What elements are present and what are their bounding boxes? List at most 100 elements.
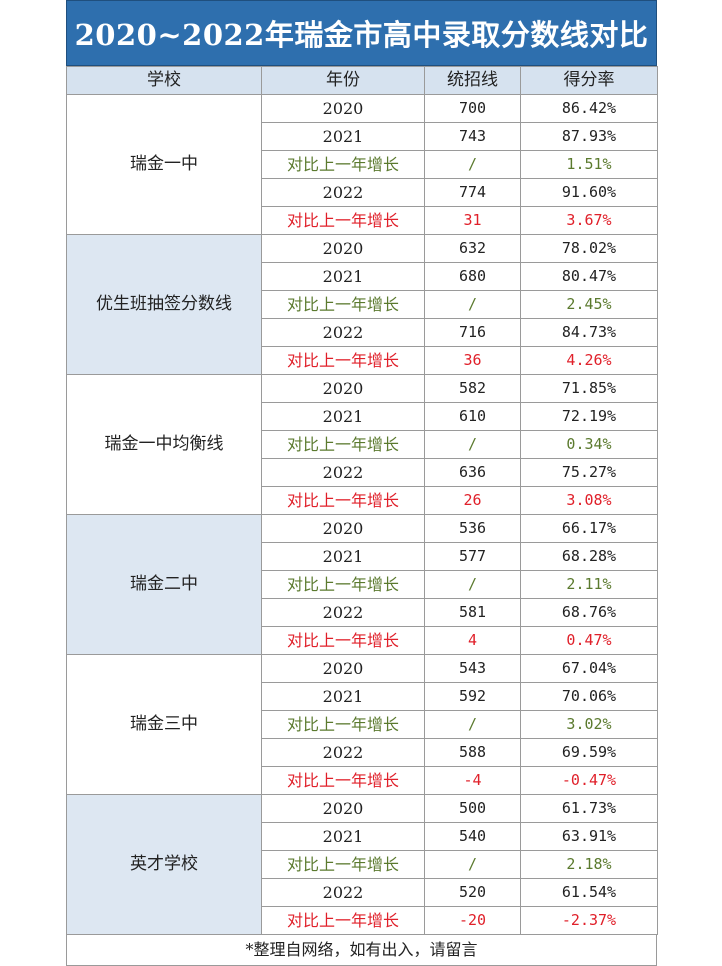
score-rate-cell: 3.08% <box>520 486 658 515</box>
score-rate-cell: 68.76% <box>520 598 658 627</box>
year-cell: 2022 <box>261 738 425 767</box>
score-rate-cell: 0.47% <box>520 626 658 655</box>
school-name: 英才学校 <box>66 794 262 935</box>
admission-line-cell: 588 <box>424 738 521 767</box>
score-rate-cell: 3.02% <box>520 710 658 739</box>
score-rate-cell: 66.17% <box>520 514 658 543</box>
year-cell: 对比上一年增长 <box>261 150 425 179</box>
table-row: 对比上一年增长 4 0.47% <box>67 626 658 655</box>
score-rate-cell: 71.85% <box>520 374 658 403</box>
table-row: 对比上一年增长/2.11% <box>67 570 658 599</box>
year-cell: 对比上一年增长 <box>261 486 425 515</box>
year-cell: 2022 <box>261 318 425 347</box>
table-row: 2021 592 70.06% <box>67 682 658 711</box>
admission-line-cell: 716 <box>424 318 521 347</box>
year-cell: 2022 <box>261 878 425 907</box>
score-rate-cell: 68.28% <box>520 542 658 571</box>
year-cell: 对比上一年增长 <box>261 766 425 795</box>
score-rate-cell: 2.11% <box>520 570 658 599</box>
year-cell: 2020 <box>261 514 425 543</box>
table-row: 对比上一年增长/1.51% <box>67 150 658 179</box>
admission-line-cell: 26 <box>424 486 521 515</box>
page-title: 2020~2022年瑞金市高中录取分数线对比 <box>66 0 657 66</box>
score-rate-cell: 2.18% <box>520 850 658 879</box>
year-cell: 2021 <box>261 122 425 151</box>
table-row: 2022 716 84.73% <box>67 318 658 347</box>
year-cell: 2020 <box>261 234 425 263</box>
score-rate-cell: 72.19% <box>520 402 658 431</box>
school-name: 瑞金二中 <box>66 514 262 655</box>
score-rate-cell: 86.42% <box>520 94 658 123</box>
header-line: 统招线 <box>424 66 521 95</box>
table-body: 瑞金一中 2020 700 86.42% 2021 743 87.93% 对比上一年增长/1.… <box>66 94 658 935</box>
admission-line-cell: 31 <box>424 206 521 235</box>
admission-line-cell: 582 <box>424 374 521 403</box>
year-cell: 2020 <box>261 94 425 123</box>
score-rate-cell: 67.04% <box>520 654 658 683</box>
score-rate-cell: 61.54% <box>520 878 658 907</box>
admission-line-cell: 520 <box>424 878 521 907</box>
table-row: 对比上一年增长 31 3.67% <box>67 206 658 235</box>
score-rate-cell: 75.27% <box>520 458 658 487</box>
year-cell: 2022 <box>261 598 425 627</box>
year-cell: 对比上一年增长 <box>261 290 425 319</box>
school-name: 瑞金一中 <box>66 94 262 235</box>
header-year: 年份 <box>261 66 425 95</box>
score-rate-cell: 3.67% <box>520 206 658 235</box>
table-row: 2021 743 87.93% <box>67 122 658 151</box>
admission-line-cell: 680 <box>424 262 521 291</box>
table-row: 2022 588 69.59% <box>67 738 658 767</box>
table-row: 对比上一年增长/2.18% <box>67 850 658 879</box>
table-row: 2021 577 68.28% <box>67 542 658 571</box>
admission-line-cell: / <box>424 850 521 879</box>
table-row: 对比上一年增长 36 4.26% <box>67 346 658 375</box>
table-row: 对比上一年增长 26 3.08% <box>67 486 658 515</box>
school-name: 瑞金一中均衡线 <box>66 374 262 515</box>
table-row: 瑞金一中均衡线 2020 582 71.85% <box>66 374 658 515</box>
year-cell: 对比上一年增长 <box>261 906 425 935</box>
admission-line-cell: 592 <box>424 682 521 711</box>
table-row: 优生班抽签分数线 2020 632 78.02% <box>66 234 658 375</box>
admission-line-cell: / <box>424 710 521 739</box>
score-rate-cell: -0.47% <box>520 766 658 795</box>
table-row: 2022 774 91.60% <box>67 178 658 207</box>
year-cell: 2021 <box>261 542 425 571</box>
table-row: 瑞金三中 2020 543 67.04% <box>66 654 658 795</box>
admission-line-cell: 36 <box>424 346 521 375</box>
table-row: 2022 636 75.27% <box>67 458 658 487</box>
table-row: 2022 581 68.76% <box>67 598 658 627</box>
year-cell: 对比上一年增长 <box>261 570 425 599</box>
score-rate-cell: 84.73% <box>520 318 658 347</box>
admission-line-cell: 543 <box>424 654 521 683</box>
score-table: 学校 年份 统招线 得分率 瑞金一中 2020 700 86.42% 2021 743 87… <box>66 66 658 935</box>
admission-line-cell: -4 <box>424 766 521 795</box>
score-rate-cell: 87.93% <box>520 122 658 151</box>
year-cell: 2022 <box>261 178 425 207</box>
admission-line-cell: -20 <box>424 906 521 935</box>
table-row: 瑞金一中 2020 700 86.42% <box>66 94 658 235</box>
score-rate-cell: 70.06% <box>520 682 658 711</box>
score-rate-cell: 91.60% <box>520 178 658 207</box>
table-row: 对比上一年增长/2.45% <box>67 290 658 319</box>
admission-line-cell: 774 <box>424 178 521 207</box>
score-rate-cell: 80.47% <box>520 262 658 291</box>
score-rate-cell: -2.37% <box>520 906 658 935</box>
year-cell: 对比上一年增长 <box>261 430 425 459</box>
score-rate-cell: 61.73% <box>520 794 658 823</box>
score-rate-cell: 1.51% <box>520 150 658 179</box>
year-cell: 对比上一年增长 <box>261 206 425 235</box>
header-school: 学校 <box>66 66 262 95</box>
admission-line-cell: / <box>424 150 521 179</box>
table-row: 英才学校 2020 500 61.73% <box>66 794 658 935</box>
year-cell: 2020 <box>261 654 425 683</box>
score-comparison-sheet: 2020~2022年瑞金市高中录取分数线对比 学校 年份 统招线 得分率 瑞金一… <box>66 0 658 966</box>
score-rate-cell: 78.02% <box>520 234 658 263</box>
year-cell: 对比上一年增长 <box>261 346 425 375</box>
year-cell: 对比上一年增长 <box>261 626 425 655</box>
school-name: 瑞金三中 <box>66 654 262 795</box>
admission-line-cell: 610 <box>424 402 521 431</box>
admission-line-cell: / <box>424 570 521 599</box>
admission-line-cell: 577 <box>424 542 521 571</box>
admission-line-cell: 500 <box>424 794 521 823</box>
score-rate-cell: 69.59% <box>520 738 658 767</box>
